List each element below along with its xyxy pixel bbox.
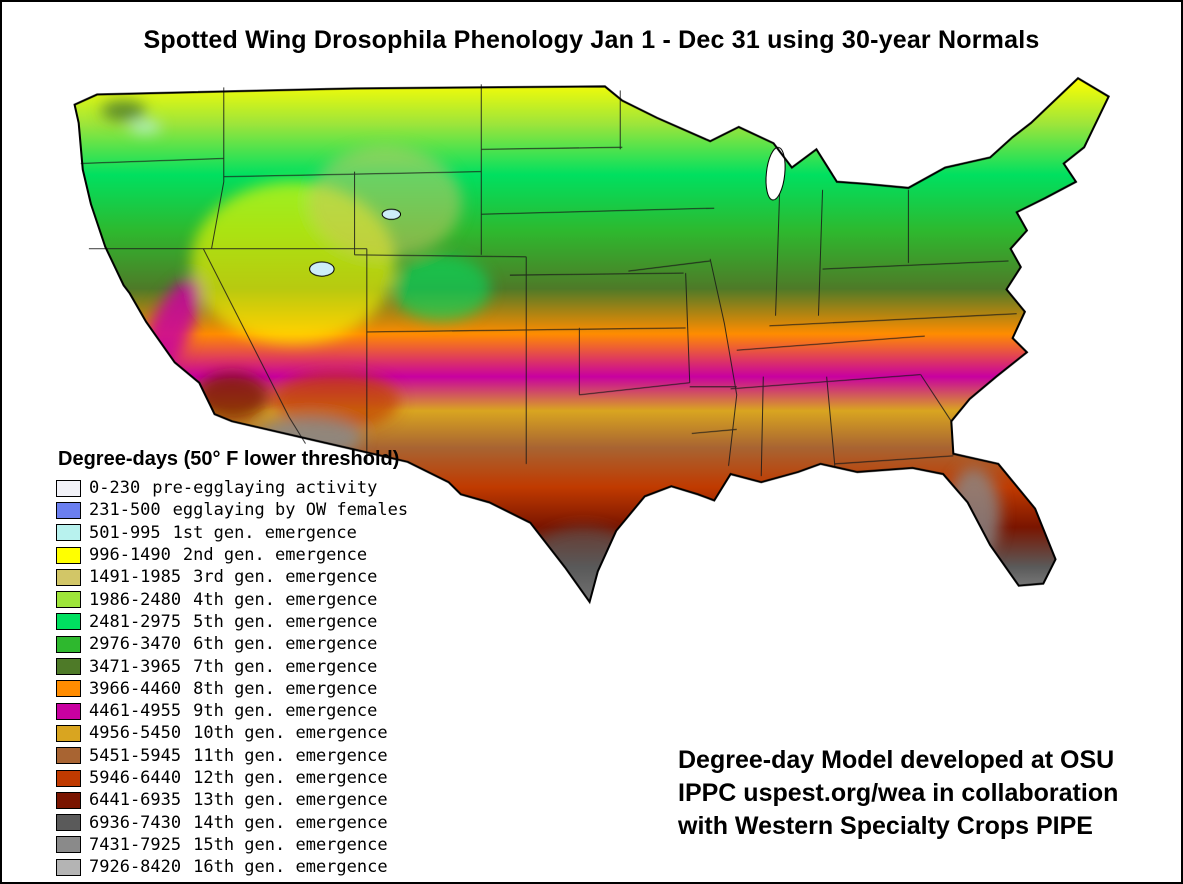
legend-description: 15th gen. emergence: [193, 834, 388, 855]
legend-range: 3471-3965: [89, 656, 182, 677]
legend-range: 5946-6440: [89, 768, 182, 788]
us-outline: [73, 76, 1110, 605]
legend-item: 7431-7925 15th gen. emergence: [56, 834, 408, 856]
rockies-patch: [308, 146, 462, 258]
legend-range: 2481-2975: [89, 611, 182, 632]
legend-item: 6936-7430 14th gen. emergence: [56, 811, 408, 833]
legend-item: 2481-2975 5th gen. emergence: [56, 611, 408, 633]
legend-description: pre-egglaying activity: [152, 478, 378, 499]
legend-range: 7926-8420: [89, 857, 182, 878]
colorado-patch: [392, 255, 491, 321]
legend-item: 1986-2480 4th gen. emergence: [56, 588, 408, 610]
legend-description: 10th gen. emergence: [193, 723, 388, 744]
legend-swatch: [56, 858, 81, 876]
legend-swatch: [56, 635, 81, 653]
legend-range: 7431-7925: [89, 834, 182, 855]
legend-description: egglaying by OW females: [172, 500, 409, 521]
legend-swatch: [56, 836, 81, 854]
legend-description: 7th gen. emergence: [193, 656, 378, 677]
mountain-lake: [381, 208, 402, 220]
legend-swatch: [56, 501, 81, 519]
great-salt-lake: [309, 261, 335, 277]
legend-range: 6441-6935: [89, 790, 182, 811]
us-phenology-map: [73, 76, 1110, 605]
legend: Degree-days (50° F lower threshold) 0-23…: [56, 448, 408, 878]
legend-range: 5451-5945: [89, 745, 182, 766]
legend-description: 16th gen. emergence: [193, 857, 388, 878]
legend-description: 8th gen. emergence: [193, 678, 378, 699]
legend-description: 2nd gen. emergence: [182, 545, 368, 566]
legend-swatch: [56, 479, 81, 497]
socal-patch: [195, 372, 269, 422]
legend-range: 231-500: [89, 500, 161, 521]
legend-item: 2976-3470 6th gen. emergence: [56, 633, 408, 655]
lakes: [309, 146, 786, 277]
lake-michigan: [765, 146, 786, 201]
legend-range: 2976-3470: [89, 634, 182, 655]
map-area: [48, 60, 1172, 608]
legend-swatch: [56, 680, 81, 698]
legend-item: 5946-6440 12th gen. emergence: [56, 767, 408, 789]
legend-range: 1491-1985: [89, 567, 182, 588]
legend-swatch: [56, 724, 81, 742]
legend-range: 996-1490: [89, 545, 171, 566]
legend-item: 3966-4460 8th gen. emergence: [56, 678, 408, 700]
legend-range: 501-995: [89, 522, 161, 543]
page-title: Spotted Wing Drosophila Phenology Jan 1 …: [143, 26, 1040, 54]
legend-description: 3rd gen. emergence: [193, 567, 378, 588]
legend-description: 1st gen. emergence: [172, 522, 357, 543]
state-borders: [80, 84, 1017, 477]
legend-range: 3966-4460: [89, 678, 182, 699]
legend-range: 4461-4955: [89, 701, 182, 722]
legend-item: 4461-4955 9th gen. emergence: [56, 700, 408, 722]
legend-description: 12th gen. emergence: [193, 768, 388, 788]
legend-description: 11th gen. emergence: [193, 745, 388, 766]
legend-item: 5451-5945 11th gen. emergence: [56, 745, 408, 767]
legend-swatch: [56, 613, 81, 631]
legend-item: 501-995 1st gen. emergence: [56, 522, 408, 544]
cascades-patch: [101, 100, 147, 121]
legend-swatch: [56, 791, 81, 809]
legend-item: 1491-1985 3rd gen. emergence: [56, 566, 408, 588]
legend-range: 4956-5450: [89, 723, 182, 744]
legend-item: 6441-6935 13th gen. emergence: [56, 789, 408, 811]
legend-item: 996-1490 2nd gen. emergence: [56, 544, 408, 566]
legend-swatch: [56, 591, 81, 609]
attribution-line: IPPC uspest.org/wea in collaboration: [678, 779, 1119, 807]
legend-description: 13th gen. emergence: [193, 790, 388, 811]
legend-swatch: [56, 546, 81, 564]
legend-item: 0-230 pre-egglaying activity: [56, 477, 408, 499]
legend-title: Degree-days (50° F lower threshold): [58, 448, 400, 470]
legend-swatch: [56, 658, 81, 676]
legend-description: 4th gen. emergence: [193, 589, 378, 610]
legend-swatch: [56, 524, 81, 542]
legend-description: 9th gen. emergence: [193, 701, 378, 722]
legend-swatch: [56, 702, 81, 720]
legend-description: 6th gen. emergence: [193, 634, 378, 655]
arizona-rust-patch: [272, 372, 400, 430]
legend-item: 4956-5450 10th gen. emergence: [56, 722, 408, 744]
legend-swatch: [56, 769, 81, 787]
legend-description: 5th gen. emergence: [193, 611, 378, 632]
attribution-line: Degree-day Model developed at OSU: [678, 746, 1115, 774]
legend-item: 7926-8420 16th gen. emergence: [56, 856, 408, 878]
attribution: Degree-day Model developed at OSU IPPC us…: [678, 744, 1118, 843]
legend-range: 6936-7430: [89, 812, 182, 833]
legend-swatch: [56, 814, 81, 832]
puget-patch: [128, 120, 162, 134]
legend-rows: 0-230 pre-egglaying activity 231-500 egglay…: [56, 477, 408, 878]
legend-description: 14th gen. emergence: [193, 812, 388, 833]
legend-item: 231-500 egglaying by OW females: [56, 499, 408, 521]
legend-range: 1986-2480: [89, 589, 182, 610]
legend-range: 0-230: [89, 478, 141, 499]
legend-swatch: [56, 747, 81, 765]
legend-swatch: [56, 568, 81, 586]
legend-item: 3471-3965 7th gen. emergence: [56, 655, 408, 677]
attribution-line: with Western Specialty Crops PIPE: [678, 812, 1093, 840]
